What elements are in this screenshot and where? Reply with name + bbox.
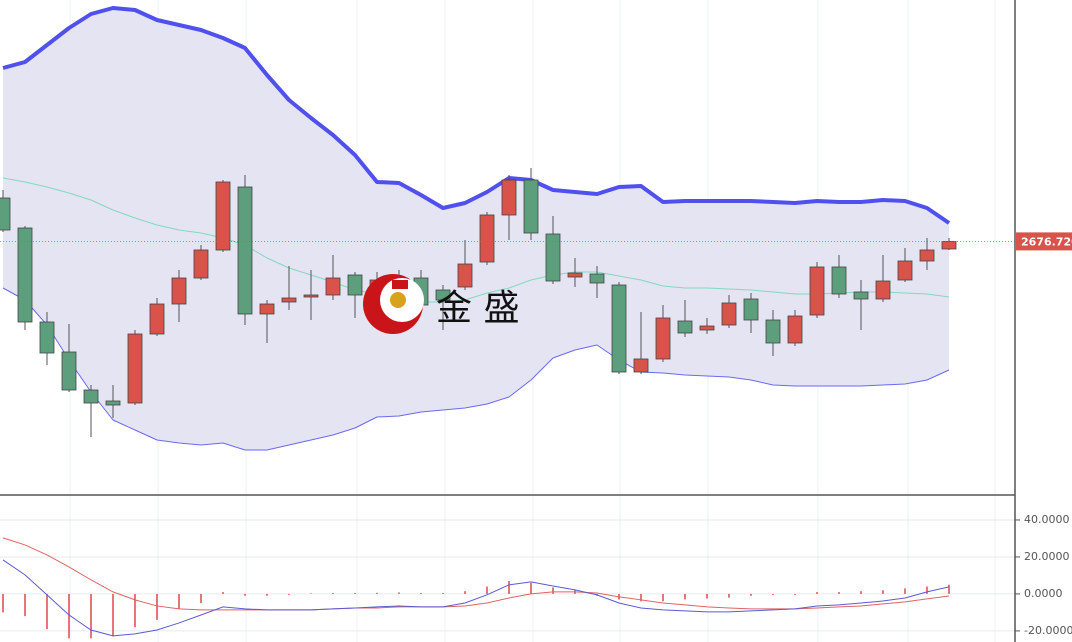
- band-upper: [2, 6, 951, 225]
- band-lower: [2, 287, 950, 451]
- candle-body: [787, 315, 803, 344]
- candle-body: [765, 319, 781, 344]
- candle-body: [875, 280, 891, 300]
- candle-body: [193, 249, 209, 279]
- candle-body: [831, 266, 847, 295]
- candle-body: [303, 294, 319, 298]
- candle-body: [545, 233, 561, 282]
- band-middle: [2, 177, 950, 303]
- candle-body: [127, 333, 143, 404]
- candle-body: [39, 321, 55, 354]
- candle-body: [479, 214, 495, 263]
- candle-body: [149, 303, 165, 335]
- candle-body: [919, 249, 935, 262]
- candle-body: [105, 400, 121, 406]
- logo-hat: [392, 280, 408, 289]
- candle-body: [0, 197, 11, 231]
- candle-body: [611, 284, 627, 373]
- candle-body: [347, 274, 363, 296]
- y-tick-label: 40.0000: [1024, 513, 1070, 526]
- candle-body: [259, 303, 275, 315]
- candle-body: [171, 277, 187, 305]
- candle-body: [567, 272, 583, 278]
- candle-body: [215, 181, 231, 251]
- candle-body: [699, 325, 715, 331]
- candle-body: [809, 266, 825, 316]
- logo: 金 盛: [363, 274, 519, 334]
- candle-body: [743, 298, 759, 321]
- candle-body: [721, 302, 737, 326]
- candle-body: [237, 186, 253, 315]
- y-tick-label: 20.0000: [1024, 550, 1070, 563]
- candle-body: [435, 289, 451, 301]
- price-label-box: [1016, 232, 1072, 251]
- candle-body: [633, 358, 649, 373]
- candle-body: [897, 260, 913, 281]
- axis-labels: 2676.720 40.0000 20.0000 0.0000 -20.0000: [1015, 232, 1072, 637]
- candle-body: [17, 227, 33, 323]
- candle-body: [501, 179, 517, 216]
- candle-body: [941, 241, 957, 250]
- watermark: 金 盛: [436, 288, 519, 329]
- y-tick-label: 0.0000: [1024, 587, 1063, 600]
- dif-line: [2, 559, 950, 637]
- y-tick-label: -20.0000: [1024, 624, 1072, 637]
- band-fill: [3, 8, 949, 450]
- price-panel: [0, 6, 1015, 451]
- candle-body: [61, 351, 77, 391]
- candle-body: [281, 297, 297, 303]
- logo-coin: [390, 292, 406, 308]
- price-label: 2676.720: [1021, 235, 1072, 248]
- candle-body: [853, 291, 869, 300]
- macd-panel: [0, 519, 1015, 639]
- candle-body: [677, 320, 693, 334]
- candle-body: [589, 273, 605, 284]
- candle-body: [83, 389, 99, 404]
- candle-body: [655, 317, 671, 360]
- candle-body: [523, 179, 539, 234]
- candle-body: [325, 277, 341, 296]
- candle-body: [457, 263, 473, 288]
